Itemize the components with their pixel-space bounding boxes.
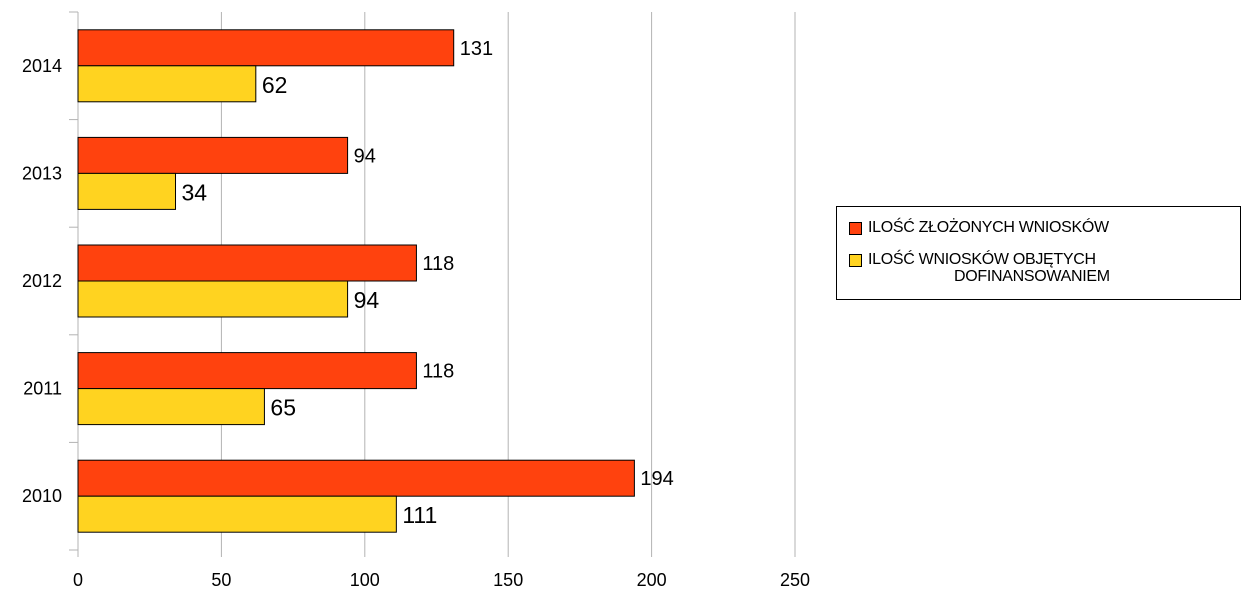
x-tick-label: 50: [211, 570, 231, 590]
bar-funded: [77, 495, 397, 533]
bar-funded: [77, 172, 177, 210]
legend-item-funded: ILOŚĆ WNIOSKÓW OBJĘTYCH DOFINANSOWANIEM: [849, 251, 1228, 285]
bars: [77, 29, 635, 533]
legend-label-submitted: ILOŚĆ ZŁOŻONYCH WNIOSKÓW: [868, 219, 1109, 236]
y-tick-label: 2011: [23, 379, 62, 399]
data-label-funded: 111: [402, 502, 437, 528]
data-label-funded: 94: [354, 287, 380, 313]
y-tick-label: 2010: [22, 486, 62, 506]
bar-submitted: [77, 136, 349, 174]
data-label-submitted: 118: [422, 361, 454, 383]
data-label-submitted: 194: [640, 468, 673, 490]
x-tick-label: 0: [73, 570, 83, 590]
bar-submitted: [77, 29, 455, 67]
bar-funded: [77, 388, 265, 426]
legend-swatch-funded: [849, 254, 862, 267]
bar-submitted: [77, 352, 417, 390]
data-label-funded: 65: [270, 395, 296, 421]
y-tick-label: 2012: [22, 271, 62, 291]
x-tick-label: 100: [350, 570, 380, 590]
x-tick-label: 250: [780, 570, 810, 590]
y-tick-label: 2013: [22, 163, 62, 183]
bar-funded: [77, 65, 257, 103]
legend-swatch-submitted: [849, 222, 862, 235]
y-tick-label: 2014: [22, 56, 62, 76]
data-label-funded: 34: [182, 179, 208, 205]
axes: 0 50 100 150 200 250 2014 2013 2012 2011 2010: [22, 11, 810, 590]
x-tick-label: 150: [493, 570, 523, 590]
legend: ILOŚĆ ZŁOŻONYCH WNIOSKÓW ILOŚĆ WNIOSKÓW …: [836, 206, 1241, 300]
data-label-submitted: 131: [460, 38, 493, 60]
data-label-submitted: 94: [354, 145, 376, 167]
x-tick-label: 200: [637, 570, 667, 590]
data-label-funded: 62: [262, 72, 288, 98]
legend-item-submitted: ILOŚĆ ZŁOŻONYCH WNIOSKÓW: [849, 219, 1109, 236]
legend-label-funded: ILOŚĆ WNIOSKÓW OBJĘTYCH DOFINANSOWANIEM: [868, 251, 1110, 285]
labels: 131 62 94 34 118 94 118 65 194 111: [182, 38, 674, 528]
data-label-submitted: 118: [422, 253, 454, 275]
bar-submitted: [77, 244, 417, 282]
bar-submitted: [77, 459, 635, 497]
bar-funded: [77, 280, 349, 318]
